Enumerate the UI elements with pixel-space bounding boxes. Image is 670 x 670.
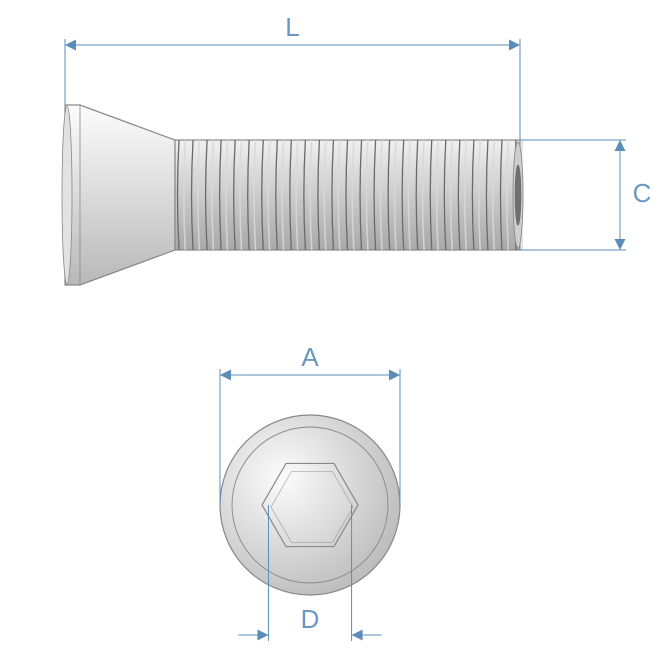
dim-label-D: D <box>301 604 320 634</box>
dim-label-C: C <box>633 178 652 208</box>
technical-drawing: L C A D <box>0 0 670 670</box>
dim-label-L: L <box>285 12 299 42</box>
screw-side-view <box>62 105 523 285</box>
screw-end-view <box>220 415 400 595</box>
dim-label-A: A <box>301 342 319 372</box>
